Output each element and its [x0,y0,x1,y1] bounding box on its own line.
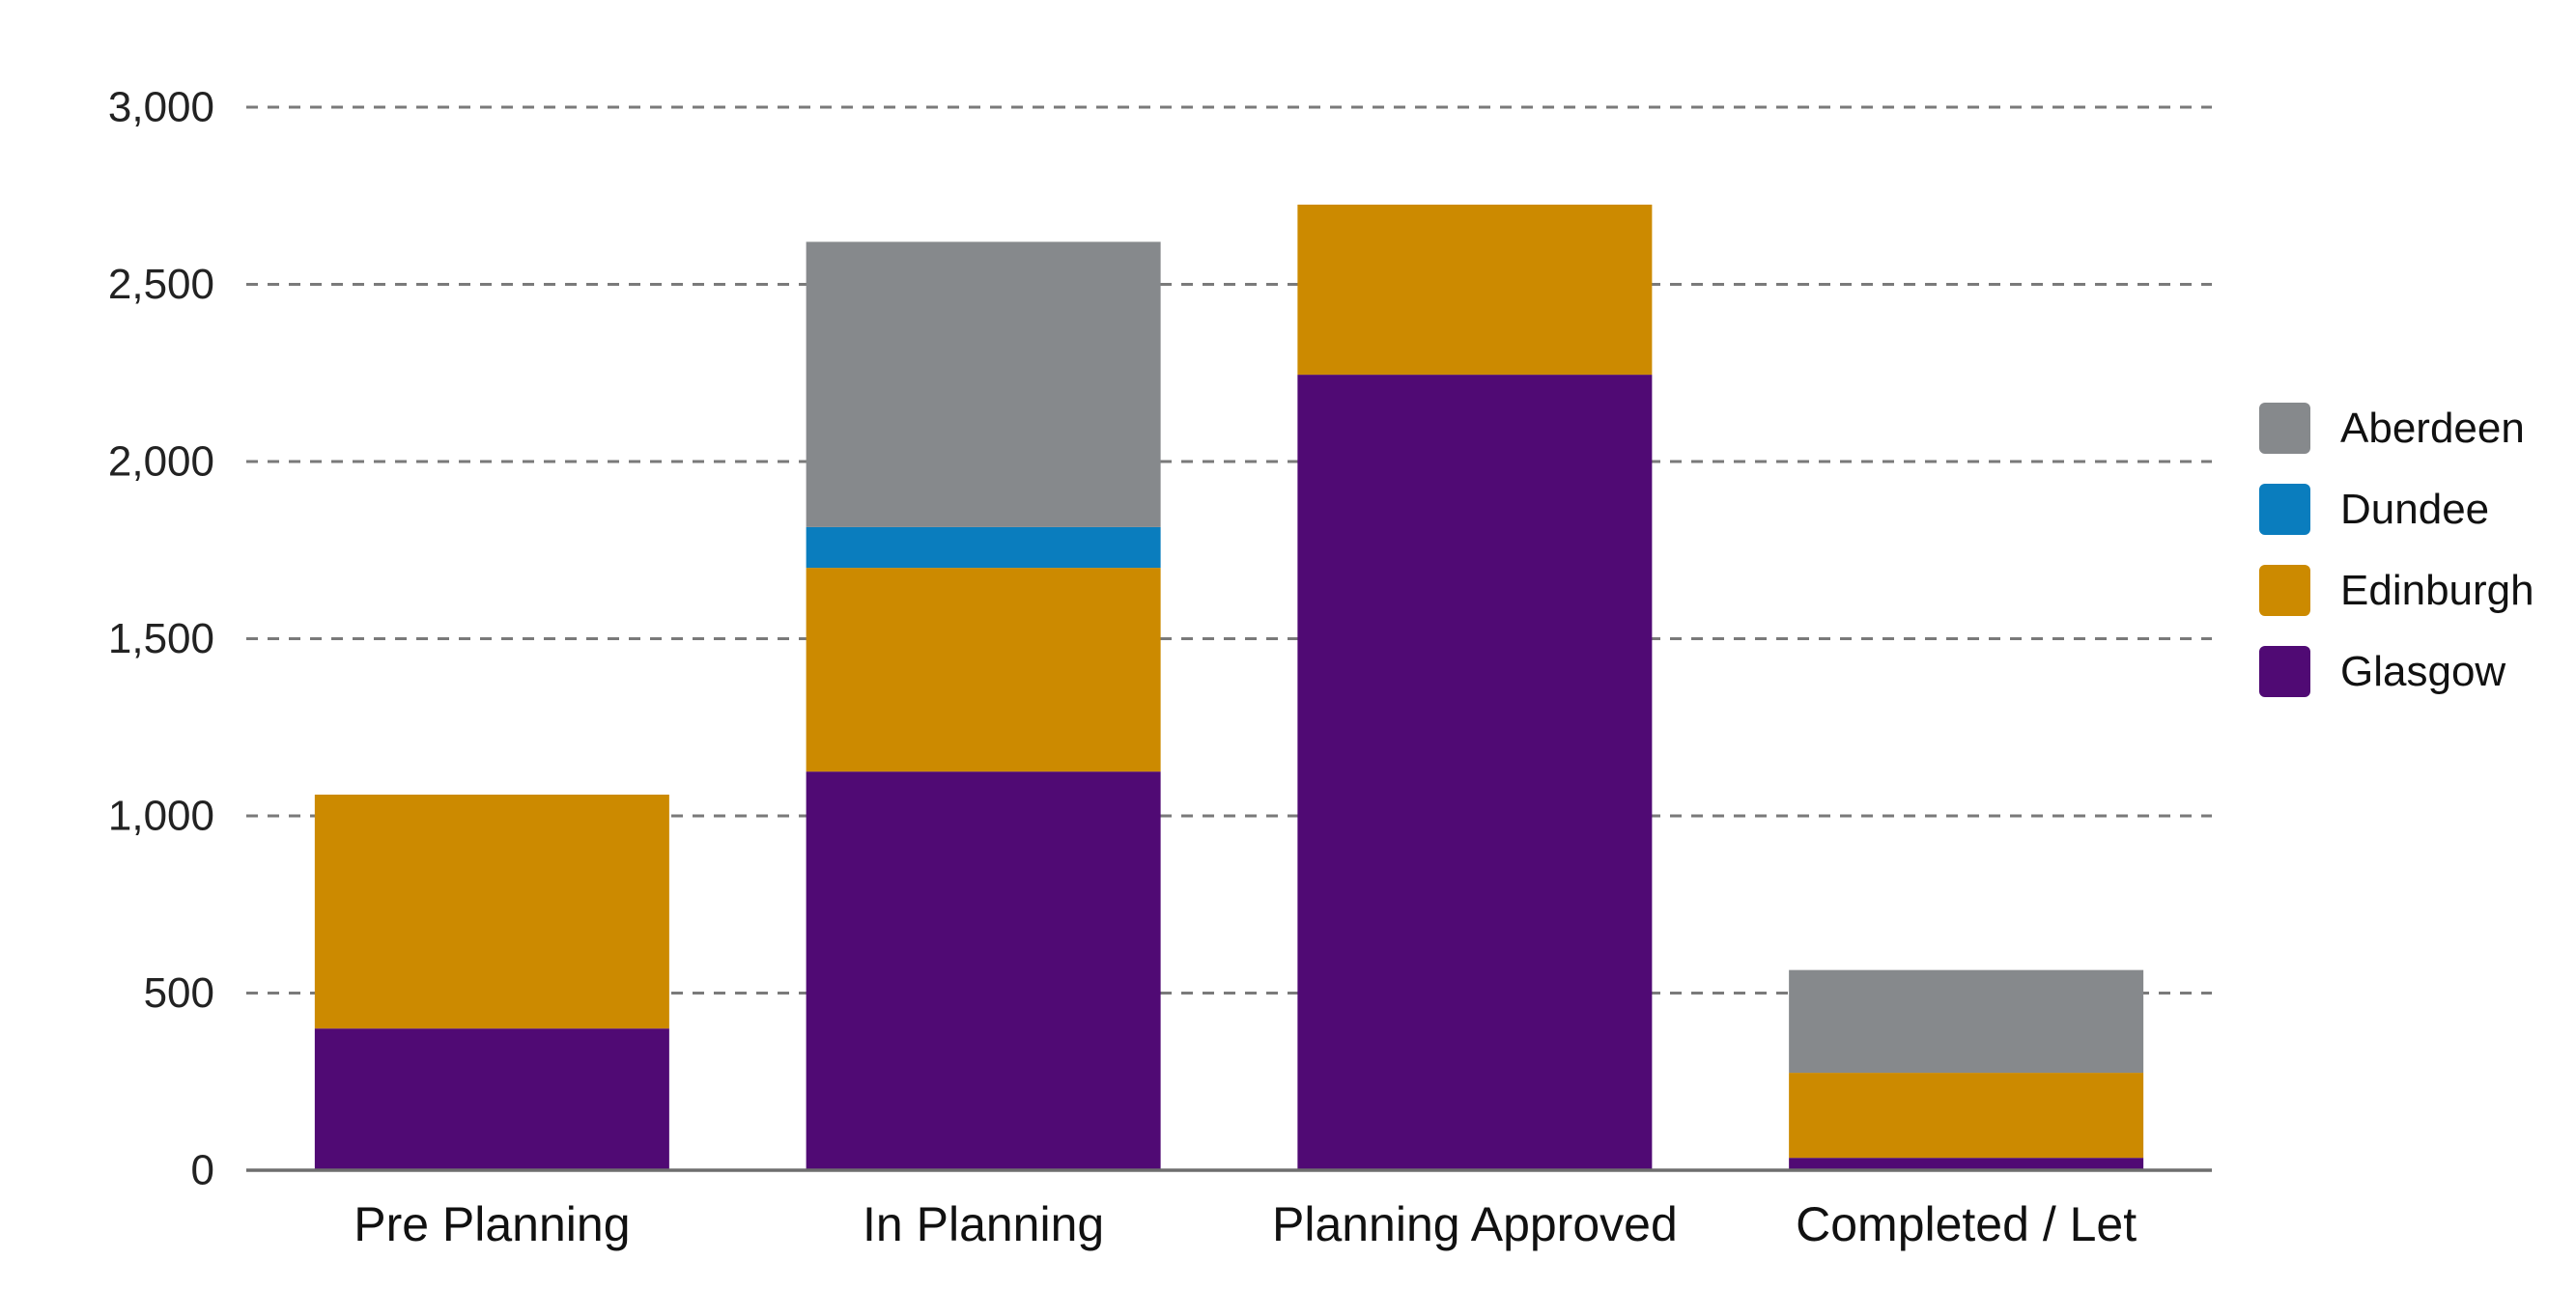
bar-stack-in-planning [806,241,1161,1170]
legend-item-dundee: Dundee [2259,484,2489,535]
y-tick-label: 500 [144,969,214,1017]
legend-label: Aberdeen [2340,405,2525,452]
y-tick-label: 1,500 [108,615,214,662]
y-tick-label: 3,000 [108,84,214,131]
legend-label: Edinburgh [2340,567,2534,614]
y-tick-label: 0 [191,1147,214,1194]
x-category-label: Planning Approved [1272,1197,1678,1251]
bar-stack-pre-planning [314,794,669,1170]
legend-swatch [2259,484,2310,535]
y-tick-label: 2,500 [108,261,214,308]
bar-stack-planning-approved [1297,204,1653,1171]
bar-segment-edinburgh [1297,204,1653,376]
legend-item-edinburgh: Edinburgh [2259,565,2534,616]
bar-segment-edinburgh [1789,1073,2144,1159]
bar-segment-glasgow [1789,1158,2144,1170]
y-tick-label: 2,000 [108,438,214,486]
legend-swatch [2259,565,2310,616]
bar-segment-aberdeen [1789,969,2144,1074]
bars [314,204,2144,1171]
legend-swatch [2259,646,2310,697]
legend-swatch [2259,403,2310,454]
x-category-label: In Planning [863,1197,1104,1251]
legend-label: Glasgow [2340,648,2505,695]
bar-segment-edinburgh [314,794,669,1029]
bar-segment-edinburgh [806,568,1161,772]
bar-segment-aberdeen [806,241,1161,527]
x-category-label: Completed / Let [1796,1197,2137,1251]
bar-segment-glasgow [806,771,1161,1170]
bar-stack-completed-let [1789,969,2144,1170]
legend-item-glasgow: Glasgow [2259,646,2505,697]
legend-label: Dundee [2340,486,2489,533]
bar-segment-glasgow [1297,375,1653,1171]
y-axis-ticks: 0 500 1,000 1,500 2,000 2,500 3,000 [108,84,214,1194]
legend-item-aberdeen: Aberdeen [2259,403,2525,454]
bar-segment-dundee [806,526,1161,569]
legend: Aberdeen Dundee Edinburgh Glasgow [2259,403,2534,697]
bar-segment-glasgow [314,1028,669,1170]
y-tick-label: 1,000 [108,793,214,840]
x-axis-category-labels: Pre Planning In Planning Planning Approved… [354,1197,2137,1251]
x-category-label: Pre Planning [354,1197,630,1251]
